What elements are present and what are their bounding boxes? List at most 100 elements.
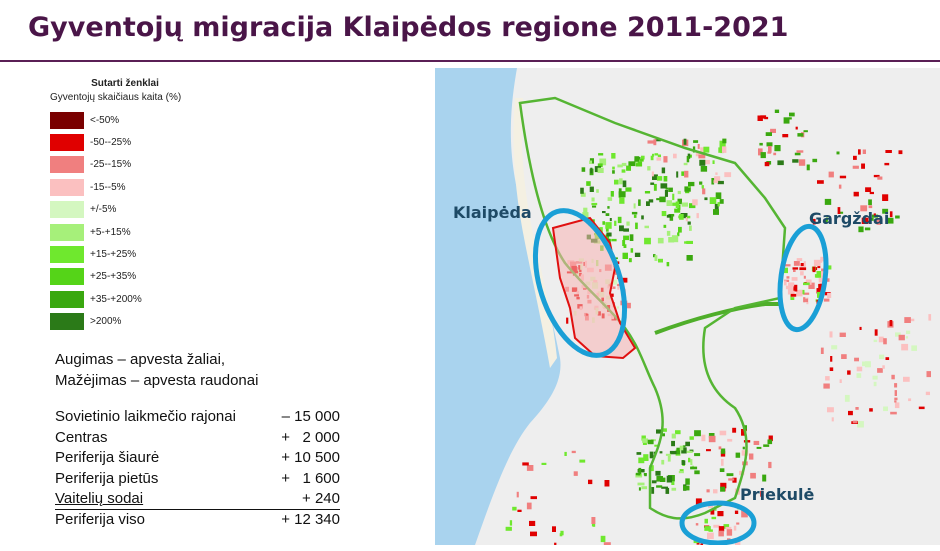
change-block <box>617 283 620 290</box>
change-block <box>858 149 861 155</box>
change-block <box>719 468 725 472</box>
change-block <box>668 187 673 192</box>
change-block <box>628 258 632 263</box>
change-block <box>726 473 734 477</box>
change-block <box>905 336 909 339</box>
change-block <box>628 161 636 167</box>
change-block <box>839 175 847 179</box>
change-block <box>692 199 698 206</box>
change-block <box>650 182 655 185</box>
change-block <box>651 487 655 494</box>
change-block <box>708 529 713 532</box>
change-block <box>665 487 670 494</box>
change-block <box>795 126 798 130</box>
change-block <box>758 148 763 156</box>
change-block <box>813 259 821 267</box>
stat-value: + 10 500 <box>281 449 340 466</box>
change-block <box>690 459 693 465</box>
change-block <box>805 298 808 303</box>
change-block <box>757 115 763 121</box>
change-block <box>882 208 889 214</box>
change-block <box>894 402 900 409</box>
change-block <box>711 178 715 185</box>
change-block <box>733 525 737 531</box>
change-block <box>677 198 682 205</box>
change-block <box>713 209 719 215</box>
change-block <box>837 207 841 214</box>
migration-stats-table: Sovietinio laikmečio rajonai – 15 000 Cent… <box>55 407 340 530</box>
change-block <box>793 261 800 266</box>
change-block <box>529 520 536 526</box>
change-block <box>864 361 871 368</box>
change-block <box>703 159 710 165</box>
change-block <box>616 306 619 309</box>
change-block <box>638 487 641 491</box>
change-block <box>656 476 663 482</box>
change-block <box>635 222 638 230</box>
change-block <box>599 158 607 166</box>
change-block <box>774 145 781 152</box>
stat-row: Periferija viso + 12 340 <box>55 510 340 531</box>
change-block <box>626 221 630 226</box>
change-block <box>825 220 828 224</box>
change-block <box>662 428 667 432</box>
legend-label: +25-+35% <box>90 271 137 283</box>
change-block <box>734 510 739 514</box>
change-block <box>614 179 619 185</box>
change-block <box>756 446 762 449</box>
change-block <box>928 314 932 321</box>
legend-label: <-50% <box>90 114 120 126</box>
legend-item: >200% <box>50 311 250 333</box>
change-block <box>597 167 604 173</box>
change-block <box>672 193 675 201</box>
change-block <box>610 191 614 197</box>
change-block <box>591 202 598 206</box>
change-block <box>609 218 612 222</box>
change-block <box>718 526 725 532</box>
change-block <box>727 438 733 442</box>
change-block <box>661 211 667 217</box>
legend-swatch <box>50 201 84 219</box>
change-block <box>894 397 898 401</box>
change-block <box>862 361 866 367</box>
change-block <box>649 465 654 472</box>
legend-items: <-50% -50--25% -25--15% -15--5% +/-5% +5-+15%… <box>50 109 250 333</box>
legend-item: +5-+15% <box>50 221 250 243</box>
change-block <box>910 318 915 322</box>
change-block <box>573 471 578 476</box>
change-block <box>597 163 603 167</box>
change-block <box>672 202 677 206</box>
change-block <box>591 517 596 524</box>
change-block <box>675 201 680 208</box>
change-block <box>639 158 644 162</box>
change-block <box>665 187 669 190</box>
change-block <box>686 450 693 453</box>
change-block <box>679 214 684 220</box>
change-block <box>666 475 672 483</box>
change-block <box>696 213 699 219</box>
change-block <box>906 330 911 334</box>
change-block <box>828 171 834 178</box>
legend-item: -50--25% <box>50 131 250 153</box>
change-block <box>649 451 654 459</box>
change-block <box>741 510 748 518</box>
change-block <box>678 471 684 474</box>
legend-item: +15-+25% <box>50 243 250 265</box>
change-block <box>891 374 895 380</box>
change-block <box>803 275 806 279</box>
legend-subtitle: Gyventojų skaičiaus kaita (%) <box>50 92 182 103</box>
change-block <box>641 215 644 220</box>
change-block <box>589 160 592 164</box>
note-decline: Mažėjimas – apvesta raudonai <box>55 372 259 389</box>
change-block <box>879 354 885 360</box>
change-block <box>690 466 698 470</box>
change-block <box>516 491 519 498</box>
change-block <box>889 320 893 327</box>
change-block <box>735 452 741 458</box>
change-block <box>633 203 636 209</box>
stat-value: + 12 340 <box>281 510 340 528</box>
change-block <box>541 462 547 465</box>
change-block <box>526 465 534 471</box>
change-block <box>783 117 790 124</box>
change-block <box>582 212 589 219</box>
